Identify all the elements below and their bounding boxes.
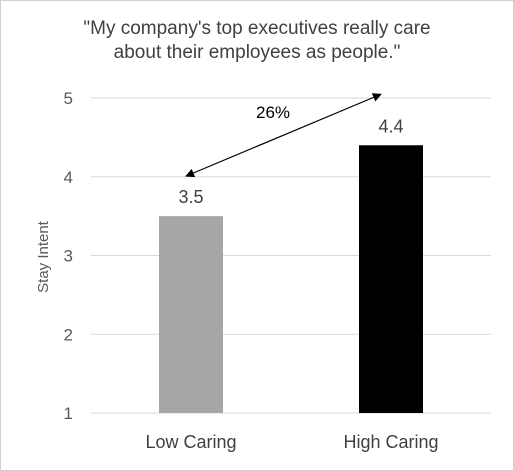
bar-0 — [159, 216, 223, 413]
data-label: 3.5 — [178, 187, 203, 207]
y-tick-label: 3 — [64, 247, 73, 266]
y-tick-label: 2 — [64, 325, 73, 344]
bar-1 — [359, 145, 423, 413]
chart-title: "My company's top executives really care… — [1, 17, 513, 65]
data-label: 4.4 — [378, 116, 403, 136]
y-tick-label: 1 — [64, 404, 73, 423]
y-tick-label: 4 — [64, 168, 73, 187]
chart-title-line-1: "My company's top executives really care — [83, 18, 431, 39]
y-axis-title: Stay Intent — [35, 220, 52, 293]
x-category-label: High Caring — [343, 432, 438, 452]
chart-title-line-2: about their employees as people." — [113, 42, 401, 63]
y-tick-label: 5 — [64, 89, 73, 108]
difference-arrow — [185, 93, 382, 178]
x-category-label: Low Caring — [145, 432, 236, 452]
difference-label: 26% — [256, 103, 290, 122]
